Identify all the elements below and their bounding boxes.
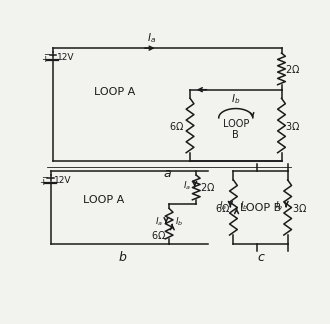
Text: a: a bbox=[163, 167, 171, 180]
Text: LOOP A: LOOP A bbox=[94, 87, 136, 97]
Text: $I_a$: $I_a$ bbox=[183, 180, 192, 192]
Text: +: + bbox=[39, 179, 47, 187]
Text: 2$\Omega$: 2$\Omega$ bbox=[285, 63, 301, 75]
Text: LOOP B: LOOP B bbox=[240, 202, 281, 213]
Text: $I_b$: $I_b$ bbox=[275, 200, 283, 212]
Text: 2$\Omega$: 2$\Omega$ bbox=[200, 181, 215, 193]
Text: $I_b$: $I_b$ bbox=[175, 216, 184, 228]
Text: 6$\Omega$: 6$\Omega$ bbox=[151, 229, 166, 241]
Text: $I_b$: $I_b$ bbox=[240, 200, 248, 212]
Text: +: + bbox=[41, 55, 49, 64]
Text: 6$\Omega$: 6$\Omega$ bbox=[169, 120, 184, 132]
Text: $I_a$: $I_a$ bbox=[147, 31, 156, 45]
Text: LOOP
B: LOOP B bbox=[223, 119, 249, 140]
Text: 12V: 12V bbox=[57, 53, 74, 62]
Text: −: − bbox=[41, 173, 48, 182]
Text: −: − bbox=[43, 50, 50, 59]
Text: 6$\Omega$: 6$\Omega$ bbox=[215, 202, 230, 214]
Text: LOOP A: LOOP A bbox=[82, 195, 124, 205]
Text: $I_b$: $I_b$ bbox=[231, 92, 241, 106]
Text: 3$\Omega$: 3$\Omega$ bbox=[285, 120, 301, 132]
Text: 12V: 12V bbox=[54, 176, 72, 185]
Text: b: b bbox=[119, 251, 127, 264]
Text: $I_a$: $I_a$ bbox=[219, 200, 227, 212]
Text: c: c bbox=[257, 251, 264, 264]
Text: 3$\Omega$: 3$\Omega$ bbox=[292, 202, 307, 214]
Text: $I_a$: $I_a$ bbox=[155, 216, 163, 228]
